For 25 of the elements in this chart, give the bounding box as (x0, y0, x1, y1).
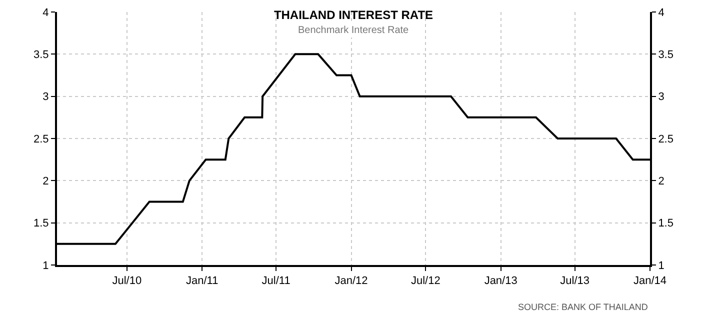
chart-title: THAILAND INTEREST RATE (274, 8, 434, 22)
y2-tick-label: 2 (658, 176, 664, 188)
y2-tick-label: 2.5 (658, 133, 674, 146)
x-tick-label: Jul/10 (112, 275, 142, 288)
y-tick-label: 1.5 (34, 218, 49, 230)
x-tick-label: Jan/11 (186, 275, 218, 288)
y-tick-label: 3 (42, 91, 49, 104)
x-tick-label: Jul/12 (410, 275, 440, 288)
y2-tick-label: 1.5 (658, 218, 674, 230)
y2-tick-label: 4 (658, 6, 664, 19)
x-tick-label: Jul/13 (560, 275, 590, 288)
y-tick-label: 3.5 (34, 49, 49, 62)
x-tick-label: Jan/14 (633, 275, 667, 288)
y-tick-label: 1 (42, 260, 49, 272)
x-tick-label: Jan/12 (334, 275, 368, 288)
y2-tick-label: 3.5 (658, 49, 674, 62)
y2-tick-label: 1 (658, 260, 664, 272)
y-tick-label: 4 (42, 6, 49, 19)
y-tick-label: 2.5 (34, 133, 49, 146)
text: Benchmark Interest Rate (298, 25, 410, 36)
x-tick-label: Jan/13 (484, 275, 518, 288)
y2-tick-label: 3 (658, 91, 664, 104)
source-note: SOURCE: BANK OF THAILAND (518, 302, 648, 312)
y-tick-label: 2 (42, 176, 49, 188)
x-tick-label: Jul/11 (262, 275, 290, 288)
